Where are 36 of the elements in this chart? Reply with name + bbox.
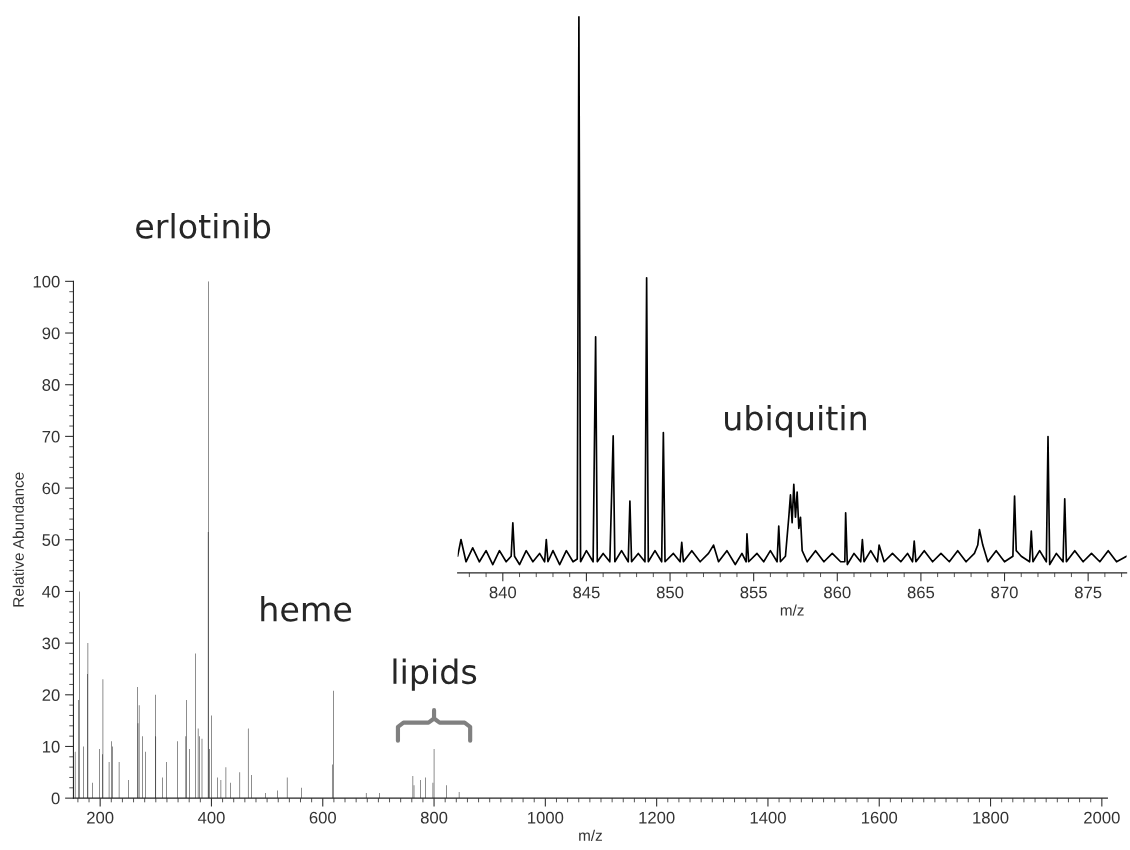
x-axis-title: m/z bbox=[780, 604, 804, 616]
x-tick-label: 2000 bbox=[1084, 811, 1120, 824]
x-tick-label: 845 bbox=[573, 586, 600, 599]
x-axis-title: m/z bbox=[579, 829, 602, 841]
x-tick-label: 1600 bbox=[861, 811, 898, 824]
y-tick-label: 30 bbox=[42, 637, 60, 650]
x-tick-label: 1800 bbox=[973, 811, 1009, 824]
x-tick-label: 400 bbox=[197, 811, 225, 824]
annotation: lipids bbox=[393, 658, 477, 691]
x-tick-label: 1200 bbox=[639, 811, 675, 824]
x-tick-label: 200 bbox=[87, 811, 114, 824]
x-tick-label: 850 bbox=[656, 586, 684, 599]
y-tick-label: 100 bbox=[33, 275, 60, 288]
y-tick-label: 70 bbox=[42, 430, 60, 443]
x-tick-label: 800 bbox=[420, 811, 448, 824]
x-tick-label: 855 bbox=[740, 586, 767, 599]
y-tick-label: 90 bbox=[42, 327, 60, 340]
x-tick-label: 865 bbox=[907, 586, 935, 599]
x-tick-label: 1000 bbox=[528, 811, 564, 824]
x-tick-label: 1400 bbox=[750, 811, 786, 824]
y-tick-label: 60 bbox=[42, 482, 60, 495]
y-axis-title: Relative Abundance bbox=[12, 472, 24, 607]
y-tick-label: 10 bbox=[42, 740, 60, 753]
y-tick-label: 40 bbox=[42, 585, 60, 598]
annotation: erlotinib bbox=[136, 212, 271, 239]
x-tick-label: 875 bbox=[1074, 586, 1102, 599]
x-tick-label: 600 bbox=[309, 811, 337, 824]
annotation: heme bbox=[261, 595, 352, 622]
y-tick-label: 20 bbox=[42, 689, 60, 701]
y-tick-label: 0 bbox=[51, 792, 60, 805]
x-tick-label: 840 bbox=[489, 586, 517, 599]
x-tick-label: 860 bbox=[824, 586, 851, 599]
annotation: ubiquitin bbox=[725, 404, 866, 438]
y-tick-label: 80 bbox=[42, 379, 60, 391]
x-tick-label: 870 bbox=[991, 586, 1018, 599]
y-tick-label: 50 bbox=[42, 534, 60, 546]
